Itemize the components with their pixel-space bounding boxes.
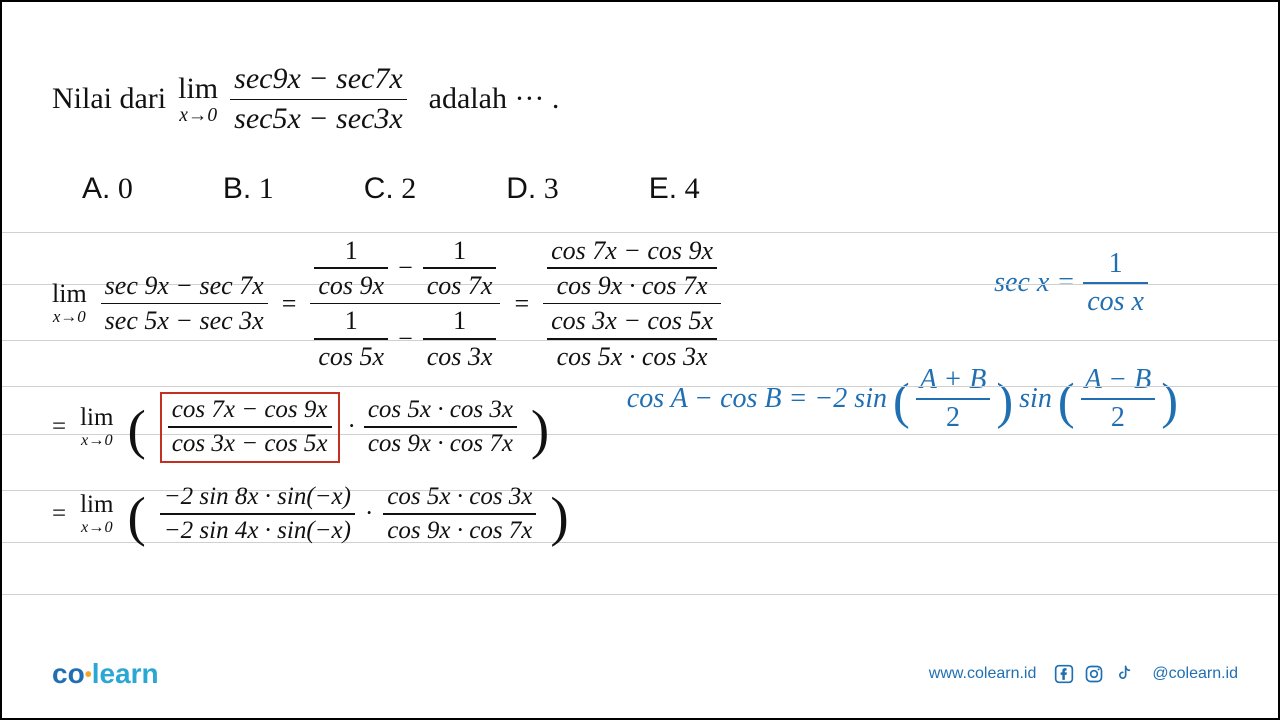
option-b: B. 1: [223, 172, 274, 206]
logo: co•learn: [52, 658, 159, 690]
lim-sub: x→0: [179, 106, 217, 126]
social-icons: [1054, 664, 1134, 684]
q-den: sec5x − sec3x: [230, 100, 407, 137]
option-a: A. 0: [82, 172, 133, 206]
option-c: C. 2: [364, 172, 417, 206]
q-num: sec9x − sec7x: [230, 62, 407, 99]
question-prefix: Nilai dari: [52, 82, 166, 116]
answer-options: A. 0 B. 1 C. 2 D. 3 E. 4: [82, 172, 1228, 206]
footer-url: www.colearn.id: [929, 665, 1037, 683]
footer-handle: @colearn.id: [1152, 665, 1238, 683]
lim-label: lim: [178, 74, 218, 104]
footer: co•learn www.colearn.id @colearn.id: [52, 658, 1238, 690]
option-d: D. 3: [506, 172, 559, 206]
question-suffix: adalah ··· .: [429, 82, 560, 116]
facebook-icon: [1054, 664, 1074, 684]
step-2: = lim x→0 ( cos 7x − cos 9x cos 3x − cos…: [52, 392, 1228, 463]
step-3: = lim x→0 ( −2 sin 8x · sin(−x) −2 sin 4…: [52, 483, 1228, 546]
question-line: Nilai dari lim x→0 sec9x − sec7x sec5x −…: [52, 62, 1228, 137]
highlighted-fraction: cos 7x − cos 9x cos 3x − cos 5x: [160, 392, 340, 463]
step-1: lim x→0 sec 9x − sec 7x sec 5x − sec 3x …: [52, 236, 1228, 372]
tiktok-icon: [1114, 664, 1134, 684]
option-e: E. 4: [649, 172, 700, 206]
instagram-icon: [1084, 664, 1104, 684]
